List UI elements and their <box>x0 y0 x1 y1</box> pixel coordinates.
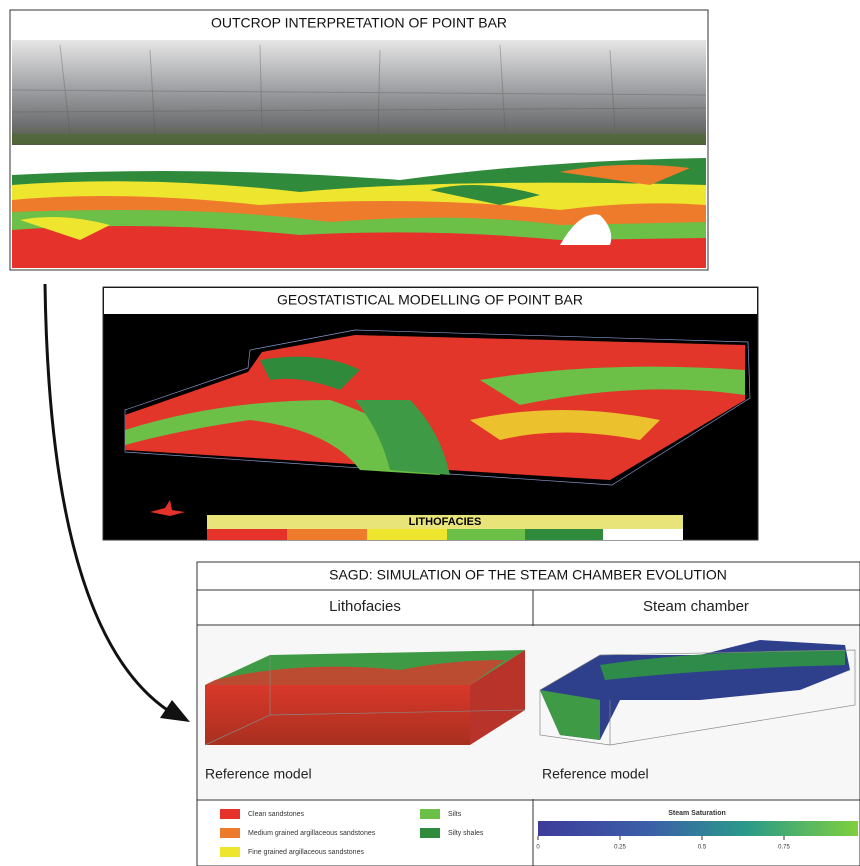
tick-label: 0.25 <box>614 845 626 851</box>
caption: Reference model <box>205 766 312 782</box>
lithofacies-block <box>204 650 526 746</box>
legend-label: Silty shales <box>448 830 484 837</box>
rock-texture <box>11 44 707 136</box>
legend-label: Fine grained argillaceous sandstones <box>248 849 364 856</box>
strata <box>12 158 706 268</box>
outcrop-photo <box>12 40 706 145</box>
panel-header <box>104 288 757 314</box>
legend-swatch <box>220 809 240 819</box>
column-header: Steam chamber <box>643 598 749 615</box>
colorbar-label: LITHOFACIES <box>409 516 482 528</box>
column-header: Lithofacies <box>329 598 401 615</box>
legend-swatch <box>220 847 240 857</box>
panel-title: GEOSTATISTICAL MODELLING OF POINT BAR <box>277 292 583 308</box>
vegetation <box>12 134 706 144</box>
legend-label: Clean sandstones <box>248 811 305 818</box>
legend-swatch <box>420 809 440 819</box>
legend-swatch <box>220 828 240 838</box>
arrow-head <box>160 700 190 722</box>
flow-arrow <box>43 283 176 717</box>
tick-label: 0.5 <box>698 845 707 851</box>
tick-label: 0.75 <box>778 845 790 851</box>
compass <box>150 500 185 516</box>
colorbar-title: Steam Saturation <box>668 810 726 817</box>
colorbar-swatches <box>207 529 683 540</box>
panel-title: SAGD: SIMULATION OF THE STEAM CHAMBER EV… <box>329 567 727 583</box>
caption: Reference model <box>542 766 649 782</box>
steam-colorbar <box>538 821 858 836</box>
colorbar-band <box>207 515 683 529</box>
legend-label: Medium grained argillaceous sandstones <box>248 830 376 837</box>
steam-chamber <box>539 640 856 746</box>
panel-title: OUTCROP INTERPRETATION OF POINT BAR <box>211 15 507 31</box>
legend-swatch <box>420 828 440 838</box>
legend-label: Silts <box>448 811 462 818</box>
geomodel <box>124 329 751 486</box>
tick-label: 0 <box>536 845 540 851</box>
